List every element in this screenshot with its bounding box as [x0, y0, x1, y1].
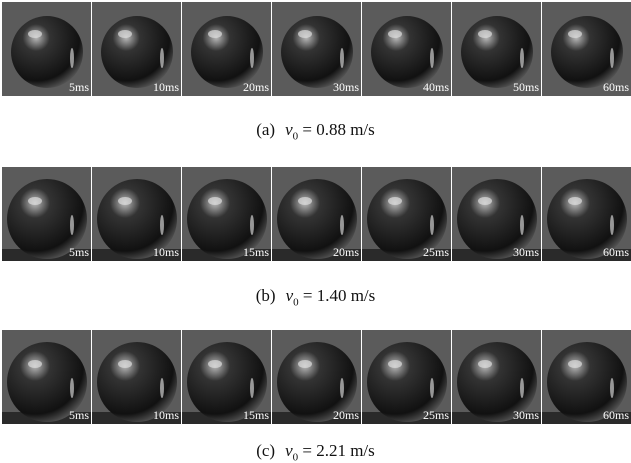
caption-symbol: v [285, 441, 293, 460]
caption-symbol: v [286, 286, 294, 305]
time-label: 25ms [423, 408, 449, 423]
frame-row: 5ms 10ms 15ms 20ms 25ms 30ms 60ms [2, 330, 631, 424]
frame: 15ms [182, 330, 271, 424]
frame-row: 5ms 10ms 15ms 20ms 25ms 30ms 60ms [2, 167, 631, 261]
frame: 5ms [2, 167, 91, 261]
time-label: 5ms [69, 80, 89, 95]
caption: (c) v0 = 2.21 m/s [0, 441, 631, 463]
time-label: 15ms [243, 408, 269, 423]
time-label: 30ms [333, 80, 359, 95]
time-label: 10ms [153, 80, 179, 95]
frame: 20ms [272, 330, 361, 424]
frame: 30ms [272, 2, 361, 96]
time-label: 15ms [243, 245, 269, 260]
frame: 40ms [362, 2, 451, 96]
caption-label: (b) [256, 286, 276, 305]
time-label: 60ms [603, 245, 629, 260]
time-label: 10ms [153, 245, 179, 260]
caption-label: (c) [256, 441, 275, 460]
caption-text: = 0.88 m/s [302, 120, 374, 139]
time-label: 20ms [333, 408, 359, 423]
frame: 5ms [2, 330, 91, 424]
time-label: 50ms [513, 80, 539, 95]
time-label: 5ms [69, 408, 89, 423]
caption-subscript: 0 [293, 130, 299, 142]
frame: 30ms [452, 330, 541, 424]
time-label: 30ms [513, 245, 539, 260]
time-label: 10ms [153, 408, 179, 423]
caption-symbol: v [285, 120, 293, 139]
frame: 60ms [542, 167, 631, 261]
frame: 10ms [92, 2, 181, 96]
caption: (a) v0 = 0.88 m/s [0, 120, 631, 142]
time-label: 20ms [243, 80, 269, 95]
time-label: 5ms [69, 245, 89, 260]
frame: 5ms [2, 2, 91, 96]
frame: 60ms [542, 2, 631, 96]
frame: 20ms [182, 2, 271, 96]
frame: 15ms [182, 167, 271, 261]
time-label: 20ms [333, 245, 359, 260]
frame: 25ms [362, 167, 451, 261]
caption-label: (a) [256, 120, 275, 139]
frame: 20ms [272, 167, 361, 261]
frame: 10ms [92, 167, 181, 261]
time-label: 25ms [423, 245, 449, 260]
caption-subscript: 0 [293, 451, 299, 463]
frame: 60ms [542, 330, 631, 424]
frame-row: 5ms 10ms 20ms 30ms 40ms 50ms 60ms [2, 2, 631, 96]
figure: 5ms10ms20ms30ms40ms50ms60ms(a)v0 = 0.88 … [0, 0, 631, 463]
frame: 50ms [452, 2, 541, 96]
frame: 10ms [92, 330, 181, 424]
time-label: 40ms [423, 80, 449, 95]
frame: 30ms [452, 167, 541, 261]
frame: 25ms [362, 330, 451, 424]
time-label: 60ms [603, 408, 629, 423]
time-label: 60ms [603, 80, 629, 95]
caption-text: = 2.21 m/s [302, 441, 374, 460]
caption: (b) v0 = 1.40 m/s [0, 286, 631, 308]
time-label: 30ms [513, 408, 539, 423]
caption-subscript: 0 [293, 296, 299, 308]
caption-text: = 1.40 m/s [303, 286, 375, 305]
